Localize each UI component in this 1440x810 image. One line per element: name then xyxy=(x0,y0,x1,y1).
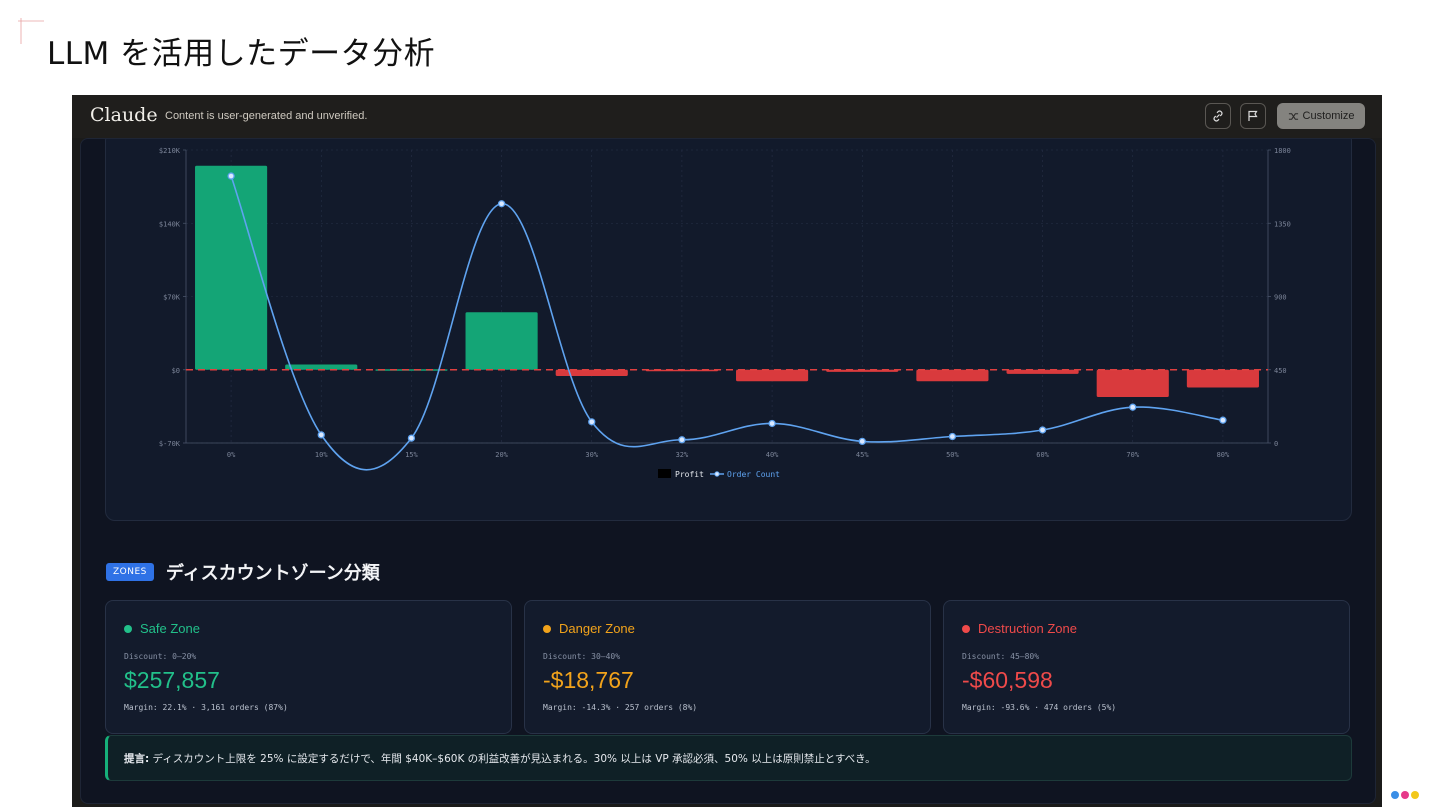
y-right-tick-label: 1800 xyxy=(1274,147,1291,155)
zone-meta: Margin: -14.3% · 257 orders (8%) xyxy=(543,703,698,712)
customize-button[interactable]: Customize xyxy=(1277,103,1365,129)
x-tick-label: 80% xyxy=(1217,451,1230,459)
profit-bar xyxy=(1186,369,1259,388)
x-tick-label: 45% xyxy=(856,451,869,459)
order-count-point xyxy=(1038,426,1047,434)
order-count-point xyxy=(317,431,325,439)
x-tick-label: 30% xyxy=(585,451,598,459)
recommendation-body: ディスカウント上限を 25% に設定するだけで、年間 $40K–$60K の利益… xyxy=(152,753,876,765)
profit-bar xyxy=(285,364,358,370)
zone-dot-icon xyxy=(543,624,551,633)
profit-bar xyxy=(826,369,899,372)
zone-meta: Margin: 22.1% · 3,161 orders (87%) xyxy=(124,703,288,712)
profit-bar xyxy=(555,369,628,377)
profit-bar xyxy=(1096,369,1169,397)
order-count-point xyxy=(1129,403,1137,411)
y-right-tick-label: 1350 xyxy=(1274,220,1291,228)
legend-marker-order-count xyxy=(714,471,720,477)
order-count-point xyxy=(1219,416,1227,424)
y-left-tick-label: $210K xyxy=(159,147,181,155)
zone-name: Destruction Zone xyxy=(962,621,1077,636)
order-count-point xyxy=(948,432,957,441)
zones-header: ZONES ディスカウントゾーン分類 xyxy=(106,559,380,585)
recommendation-box: 提言: ディスカウント上限を 25% に設定するだけで、年間 $40K–$60K… xyxy=(105,735,1352,781)
profit-bar xyxy=(195,165,268,370)
zone-discount: Discount: 30–40% xyxy=(543,652,621,661)
profit-bar xyxy=(1006,369,1079,374)
customize-label: Customize xyxy=(1302,110,1355,122)
x-tick-label: 15% xyxy=(405,451,418,459)
order-count-point xyxy=(497,200,506,208)
app-window: Claude Content is user-generated and unv… xyxy=(72,95,1382,807)
flag-icon xyxy=(1248,110,1258,121)
x-tick-label: 0% xyxy=(227,451,236,459)
order-count-point xyxy=(588,418,596,426)
zone-dot-icon xyxy=(124,624,132,633)
zone-discount: Discount: 45–80% xyxy=(962,652,1040,661)
x-tick-label: 70% xyxy=(1126,451,1139,459)
shuffle-icon xyxy=(1288,112,1298,120)
y-right-tick-label: 900 xyxy=(1274,294,1287,302)
copy-link-button[interactable] xyxy=(1205,103,1231,129)
zone-meta: Margin: -93.6% · 474 orders (5%) xyxy=(962,703,1117,712)
zone-value: -$60,598 xyxy=(962,667,1053,693)
zone-title: Destruction Zone xyxy=(978,621,1077,636)
profit-order-chart: $210K $140K $70K $0 $-70K 1800 1350 900 450 0 0% 10… xyxy=(159,147,1291,479)
order-count-point xyxy=(227,172,235,180)
x-tick-label: 10% xyxy=(315,451,328,459)
y-left-tick-label: $140K xyxy=(159,220,181,228)
y-right-tick-label: 0 xyxy=(1274,440,1278,448)
zone-name: Safe Zone xyxy=(124,621,200,636)
brand-dots-icon xyxy=(1391,791,1419,799)
zone-discount: Discount: 0–20% xyxy=(124,652,197,661)
corner-mark-icon xyxy=(18,18,44,44)
x-tick-label: 60% xyxy=(1036,451,1049,459)
top-bar: Claude Content is user-generated and unv… xyxy=(72,95,1382,138)
y-left-tick-label: $0 xyxy=(172,367,180,375)
recommendation-label: 提言: xyxy=(124,753,150,765)
zone-card-safe: Safe Zone Discount: 0–20% $257,857 Margi… xyxy=(105,600,512,734)
zone-title: Danger Zone xyxy=(559,621,635,636)
unverified-notice: Content is user-generated and unverified… xyxy=(165,110,368,122)
x-tick-label: 20% xyxy=(495,451,508,459)
zone-value: $257,857 xyxy=(124,667,220,693)
brand-logo: Claude xyxy=(90,104,158,126)
legend-label-order-count: Order Count xyxy=(727,470,780,479)
profit-bar xyxy=(916,369,989,382)
zone-dot-icon xyxy=(962,624,970,633)
order-count-point xyxy=(858,437,866,446)
x-tick-label: 40% xyxy=(766,451,779,459)
zone-value: -$18,767 xyxy=(543,667,634,693)
profit-bar xyxy=(736,369,809,382)
legend-swatch-profit xyxy=(658,469,671,478)
order-count-point xyxy=(678,436,686,444)
order-count-point xyxy=(407,434,416,442)
zone-card-danger: Danger Zone Discount: 30–40% -$18,767 Ma… xyxy=(524,600,931,734)
zone-name: Danger Zone xyxy=(543,621,635,636)
zone-title: Safe Zone xyxy=(140,621,200,636)
zones-badge: ZONES xyxy=(106,563,154,581)
link-icon xyxy=(1213,110,1223,122)
slide-title: LLM を活用したデータ分析 xyxy=(47,36,436,72)
zones-title: ディスカウントゾーン分類 xyxy=(165,563,380,584)
artifact-content: $210K $140K $70K $0 $-70K 1800 1350 900 450 0 0% 10… xyxy=(80,138,1376,804)
profit-bar xyxy=(375,369,448,371)
x-tick-label: 32% xyxy=(676,451,689,459)
order-count-line xyxy=(230,175,1224,471)
y-left-tick-label: $-70K xyxy=(159,440,181,448)
zone-card-destruction: Destruction Zone Discount: 45–80% -$60,5… xyxy=(943,600,1350,734)
recommendation-text: 提言: ディスカウント上限を 25% に設定するだけで、年間 $40K–$60K… xyxy=(124,751,876,766)
x-tick-label: 50% xyxy=(946,451,959,459)
report-button[interactable] xyxy=(1240,103,1266,129)
legend-label-profit: Profit xyxy=(675,470,704,479)
profit-bar xyxy=(465,312,538,370)
y-right-tick-label: 450 xyxy=(1274,367,1287,375)
order-count-point xyxy=(768,419,776,428)
chart-card: $210K $140K $70K $0 $-70K 1800 1350 900 450 0 0% 10… xyxy=(105,139,1352,521)
y-left-tick-label: $70K xyxy=(163,294,181,302)
